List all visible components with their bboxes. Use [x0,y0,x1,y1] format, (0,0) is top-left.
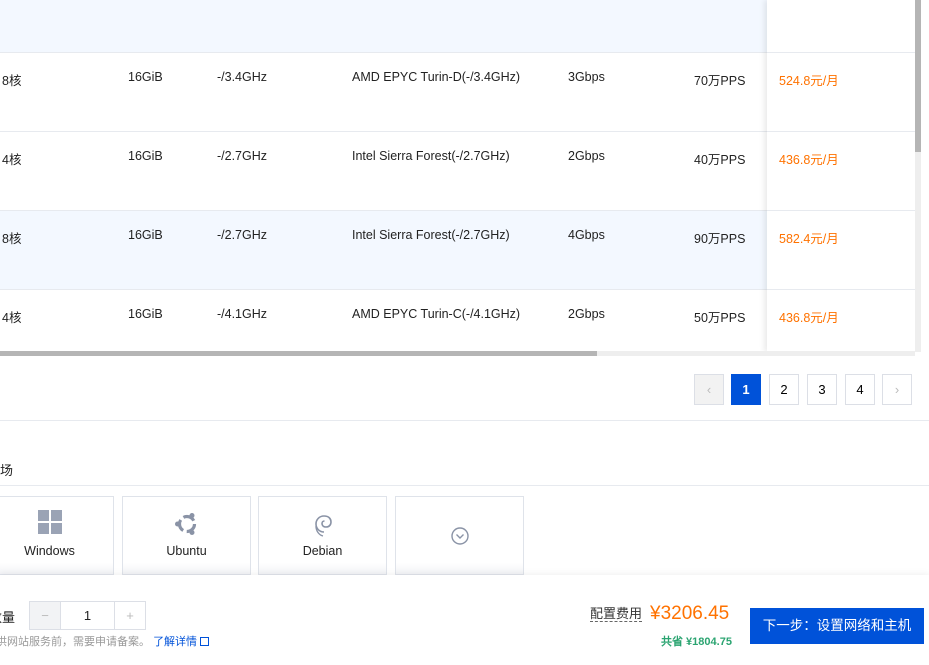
cell-freq: -/2.7GHz [217,228,268,242]
chevron-down-circle-icon [450,527,469,545]
table-row[interactable]: 8核 16GiB -/2.7GHz Intel Sierra Forest(-/2.7… [0,211,915,290]
divider [0,420,929,421]
next-step-button[interactable]: 下一步：设置网络和主机 [750,608,924,644]
instance-table: 8核 16GiB -/3.4GHz AMD EPYC Turin-D(-/3.4GHz… [0,0,915,352]
cell-cpu: 8核 [2,74,22,88]
cell-pps: 70万PPS [694,74,746,88]
cell-price: 436.8元/月 [779,153,839,167]
cell-processor: Intel Sierra Forest(-/2.7GHz) [352,228,510,242]
decrement-button[interactable]: − [30,602,61,629]
cell-bandwidth: 4Gbps [568,228,605,242]
cell-memory: 16GiB [128,149,163,163]
notice-text: 供网站服务前，需要申请备案。 [0,636,150,648]
cell-processor: Intel Sierra Forest(-/2.7GHz) [352,149,510,163]
windows-icon [37,510,62,534]
cell-price: 436.8元/月 [779,311,839,325]
os-label: Debian [302,544,343,558]
cell-freq: -/2.7GHz [217,149,268,163]
cell-pps: 90万PPS [694,232,746,246]
increment-button[interactable]: + [114,602,145,629]
table-row[interactable]: 4核 16GiB -/4.1GHz AMD EPYC Turin-C(-/4.1GHz… [0,290,915,352]
total-price: ¥3206.45 [650,603,730,624]
cell-bandwidth: 2Gbps [568,307,605,321]
cell-memory: 16GiB [128,70,163,84]
quantity-stepper: − 1 + [29,601,146,630]
os-ubuntu[interactable]: Ubuntu [122,496,251,575]
cell-pps: 40万PPS [694,153,746,167]
learn-more-link[interactable]: 了解详情 [153,636,198,648]
cell-price: 524.8元/月 [779,74,839,88]
divider [0,485,929,486]
image-section-label: 场 [0,463,14,478]
horizontal-scrollbar[interactable] [0,351,915,356]
next-page-button[interactable]: › [882,374,912,405]
cell-bandwidth: 2Gbps [568,149,605,163]
price-cell-row: 582.4元/月 [767,211,915,290]
cell-freq: -/3.4GHz [217,70,268,84]
vertical-scroll-thumb[interactable] [915,0,921,152]
saving-amount: 共省 ¥1804.75 [661,636,732,648]
cell-freq: -/4.1GHz [217,307,268,321]
vertical-scrollbar[interactable] [915,0,921,352]
price-column: 524.8元/月 436.8元/月 582.4元/月 436.8元/月 [767,0,915,352]
os-label: Windows [24,544,75,558]
os-windows[interactable]: Windows [0,496,114,575]
cell-cpu: 4核 [2,153,22,167]
cell-memory: 16GiB [128,307,163,321]
cell-processor: AMD EPYC Turin-D(-/3.4GHz) [352,70,521,84]
page-4-button[interactable]: 4 [845,374,875,405]
quantity-input[interactable]: 1 [83,608,92,623]
page-1-button[interactable]: 1 [731,374,761,405]
footer-bar: 数量 − 1 + 供网站服务前，需要申请备案。 了解详情 配置费用 ¥3206.… [0,575,929,665]
price-cell-row: 436.8元/月 [767,132,915,211]
horizontal-scroll-thumb[interactable] [0,351,597,356]
cell-pps: 50万PPS [694,311,746,325]
cell-memory: 16GiB [128,228,163,242]
cell-bandwidth: 3Gbps [568,70,605,84]
ubuntu-icon [174,513,196,535]
page-3-button[interactable]: 3 [807,374,837,405]
os-debian[interactable]: Debian [258,496,387,575]
more-os-button[interactable] [395,496,524,575]
external-link-icon [200,637,210,646]
cell-processor: AMD EPYC Turin-C(-/4.1GHz) [352,307,521,321]
price-cell-row: 436.8元/月 [767,290,915,352]
table-row[interactable] [0,0,915,53]
icp-notice: 供网站服务前，需要申请备案。 了解详情 [0,633,210,649]
cell-cpu: 4核 [2,311,22,325]
cost-label[interactable]: 配置费用 [590,606,643,622]
prev-page-button[interactable]: ‹ [694,374,724,405]
page-2-button[interactable]: 2 [769,374,799,405]
table-row[interactable]: 4核 16GiB -/2.7GHz Intel Sierra Forest(-/2.7… [0,132,915,211]
cell-price: 582.4元/月 [779,232,839,246]
os-label: Ubuntu [166,544,207,558]
table-row[interactable]: 8核 16GiB -/3.4GHz AMD EPYC Turin-D(-/3.4GHz… [0,53,915,132]
price-cell-row: 524.8元/月 [767,53,915,132]
debian-icon [314,515,332,537]
cell-cpu: 8核 [2,232,22,246]
quantity-label: 数量 [0,610,15,625]
